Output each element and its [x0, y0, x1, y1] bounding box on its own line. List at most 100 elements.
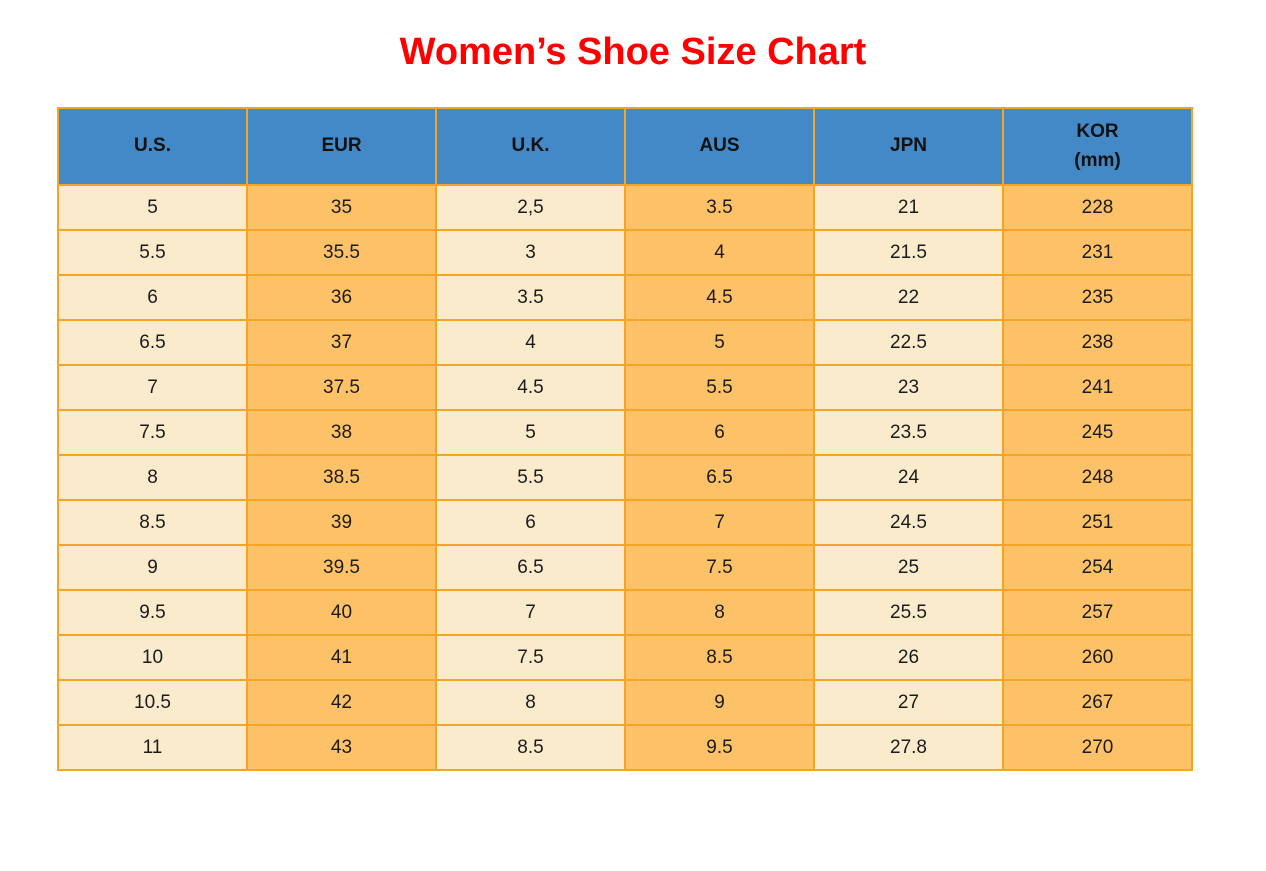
size-cell: 36	[246, 274, 437, 321]
size-cell: 7.5	[624, 544, 815, 591]
size-cell: 10	[57, 634, 248, 681]
size-cell: 27.8	[813, 724, 1004, 771]
size-cell: 257	[1002, 589, 1193, 636]
size-cell: 6	[624, 409, 815, 456]
size-cell: 40	[246, 589, 437, 636]
size-cell: 270	[1002, 724, 1193, 771]
size-cell: 7.5	[57, 409, 248, 456]
table-row: 5.5 35.5 3 4 21.5 231	[57, 229, 1193, 276]
table-row: 9 39.5 6.5 7.5 25 254	[57, 544, 1193, 591]
size-cell: 38.5	[246, 454, 437, 501]
column-header-jpn: JPN	[813, 107, 1004, 186]
column-header-label: AUS	[699, 135, 740, 157]
size-cell: 9	[624, 679, 815, 726]
size-cell: 245	[1002, 409, 1193, 456]
size-cell: 24.5	[813, 499, 1004, 546]
table-row: 9.5 40 7 8 25.5 257	[57, 589, 1193, 636]
size-cell: 5.5	[57, 229, 248, 276]
size-cell: 21	[813, 184, 1004, 231]
size-cell: 8	[435, 679, 626, 726]
table-row: 6.5 37 4 5 22.5 238	[57, 319, 1193, 366]
size-cell: 6.5	[57, 319, 248, 366]
size-cell: 4.5	[624, 274, 815, 321]
size-cell: 7	[624, 499, 815, 546]
column-header-label: U.S.	[134, 135, 171, 157]
table-row: 7 37.5 4.5 5.5 23 241	[57, 364, 1193, 411]
size-cell: 43	[246, 724, 437, 771]
size-cell: 22	[813, 274, 1004, 321]
page-title: Women’s Shoe Size Chart	[399, 31, 867, 73]
table-row: 7.5 38 5 6 23.5 245	[57, 409, 1193, 456]
size-cell: 8.5	[57, 499, 248, 546]
size-cell: 251	[1002, 499, 1193, 546]
column-header-label: JPN	[890, 135, 927, 157]
size-cell: 25	[813, 544, 1004, 591]
column-header-eur: EUR	[246, 107, 437, 186]
column-header-kor: KOR (mm)	[1002, 107, 1193, 186]
size-cell: 35	[246, 184, 437, 231]
size-cell: 4.5	[435, 364, 626, 411]
size-cell: 5.5	[435, 454, 626, 501]
size-cell: 241	[1002, 364, 1193, 411]
size-cell: 8	[57, 454, 248, 501]
size-cell: 9	[57, 544, 248, 591]
size-cell: 41	[246, 634, 437, 681]
size-table-body: 5 35 2,5 3.5 21 228 5.5 35.5 3 4 21.5 231 6 36 3.5 4.5 2…	[57, 184, 1193, 771]
size-cell: 37	[246, 319, 437, 366]
size-cell: 7.5	[435, 634, 626, 681]
size-cell: 9.5	[57, 589, 248, 636]
size-cell: 235	[1002, 274, 1193, 321]
table-row: 5 35 2,5 3.5 21 228	[57, 184, 1193, 231]
size-cell: 5	[435, 409, 626, 456]
table-row: 10 41 7.5 8.5 26 260	[57, 634, 1193, 681]
size-chart-table: U.S. EUR U.K. AUS JPN KOR (mm)	[57, 107, 1193, 771]
size-cell: 3.5	[624, 184, 815, 231]
size-cell: 5	[57, 184, 248, 231]
size-cell: 254	[1002, 544, 1193, 591]
size-cell: 6	[435, 499, 626, 546]
size-cell: 10.5	[57, 679, 248, 726]
table-row: 8 38.5 5.5 6.5 24 248	[57, 454, 1193, 501]
table-row: 8.5 39 6 7 24.5 251	[57, 499, 1193, 546]
size-cell: 4	[624, 229, 815, 276]
size-cell: 39.5	[246, 544, 437, 591]
size-cell: 9.5	[624, 724, 815, 771]
column-header-label: U.K.	[511, 135, 550, 157]
size-cell: 23.5	[813, 409, 1004, 456]
size-cell: 228	[1002, 184, 1193, 231]
column-header-label: KOR	[1076, 121, 1119, 142]
size-cell: 35.5	[246, 229, 437, 276]
size-cell: 26	[813, 634, 1004, 681]
size-cell: 4	[435, 319, 626, 366]
size-cell: 25.5	[813, 589, 1004, 636]
header-row: U.S. EUR U.K. AUS JPN KOR (mm)	[57, 107, 1193, 186]
size-cell: 238	[1002, 319, 1193, 366]
table-row: 6 36 3.5 4.5 22 235	[57, 274, 1193, 321]
size-cell: 248	[1002, 454, 1193, 501]
size-cell: 24	[813, 454, 1004, 501]
size-cell: 22.5	[813, 319, 1004, 366]
size-cell: 5.5	[624, 364, 815, 411]
size-cell: 6	[57, 274, 248, 321]
size-cell: 27	[813, 679, 1004, 726]
size-cell: 6.5	[624, 454, 815, 501]
table-row: 11 43 8.5 9.5 27.8 270	[57, 724, 1193, 771]
size-cell: 38	[246, 409, 437, 456]
size-cell: 21.5	[813, 229, 1004, 276]
size-cell: 7	[57, 364, 248, 411]
size-cell: 8	[624, 589, 815, 636]
size-cell: 231	[1002, 229, 1193, 276]
size-cell: 5	[624, 319, 815, 366]
column-header-sublabel: (mm)	[1074, 149, 1121, 171]
column-header-label: EUR	[321, 135, 362, 157]
column-header-us: U.S.	[57, 107, 248, 186]
size-cell: 2,5	[435, 184, 626, 231]
table-header: U.S. EUR U.K. AUS JPN KOR (mm)	[57, 107, 1193, 186]
size-cell: 7	[435, 589, 626, 636]
column-header-aus: AUS	[624, 107, 815, 186]
size-cell: 260	[1002, 634, 1193, 681]
size-cell: 11	[57, 724, 248, 771]
size-cell: 23	[813, 364, 1004, 411]
column-header-uk: U.K.	[435, 107, 626, 186]
size-cell: 8.5	[624, 634, 815, 681]
